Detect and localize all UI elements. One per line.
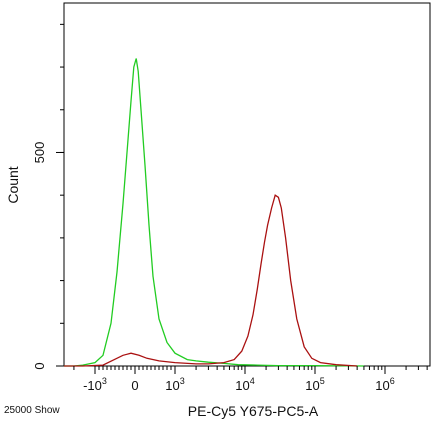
- x-tick-label: 105: [305, 376, 324, 393]
- series-layer: [64, 58, 364, 367]
- series-line-1: [64, 58, 364, 367]
- series-line-2: [64, 194, 358, 367]
- x-tick-label: -103: [83, 376, 107, 393]
- y-tick-label: 500: [32, 142, 47, 164]
- event-count-annotation: 25000 Show: [4, 405, 60, 416]
- y-tick-label: 0: [32, 362, 47, 369]
- x-tick-label: 104: [235, 376, 254, 393]
- x-axis: -103 0 103 104 105 106: [73, 366, 428, 393]
- x-tick-label: 0: [131, 378, 138, 393]
- x-tick-label: 106: [375, 376, 394, 393]
- x-axis-title: PE-Cy5 Y675-PC5-A: [188, 403, 319, 419]
- x-tick-label: 103: [165, 376, 184, 393]
- plot-frame: [63, 2, 431, 367]
- y-axis-title: Count: [5, 166, 21, 203]
- y-axis: 0 500: [32, 23, 64, 370]
